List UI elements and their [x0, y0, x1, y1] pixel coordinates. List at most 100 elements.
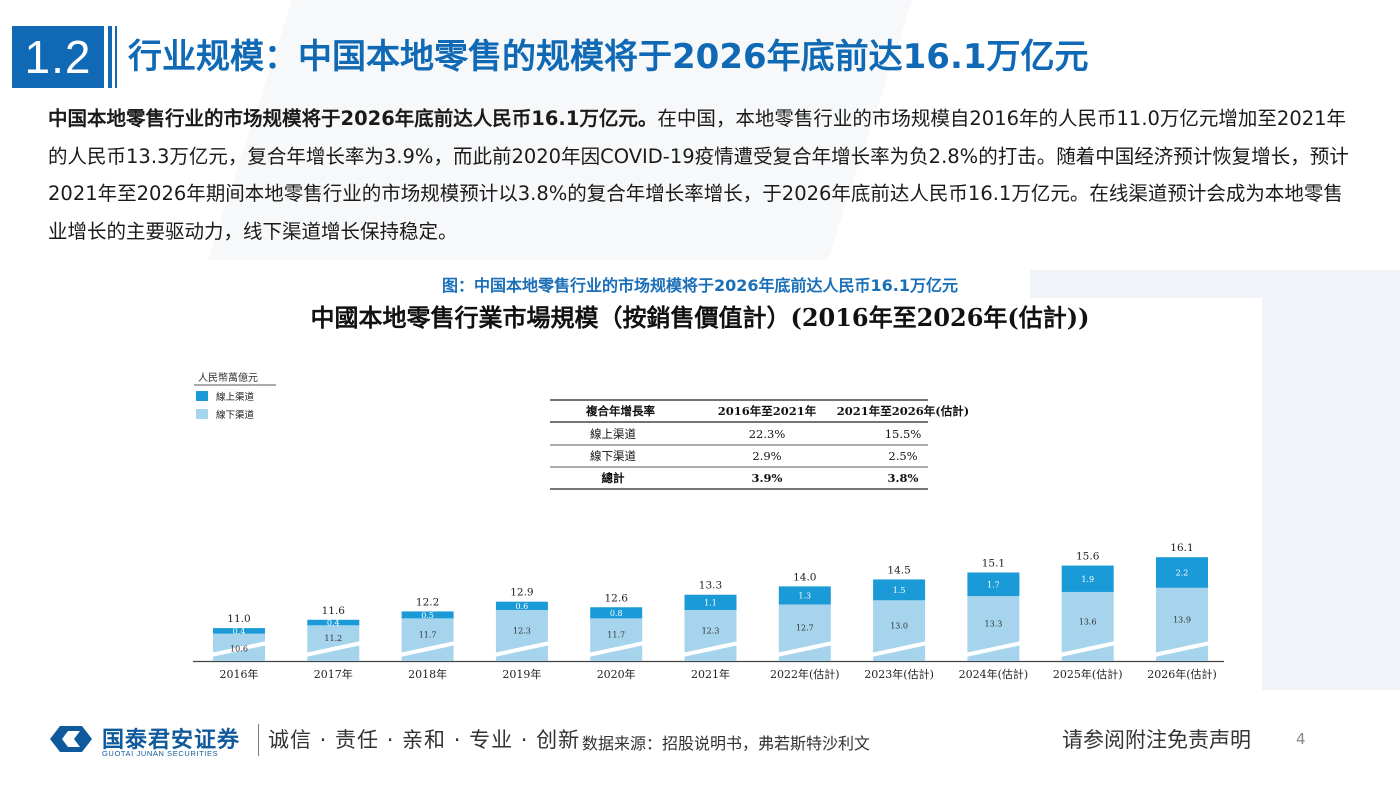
- bar-online: [213, 628, 265, 634]
- figure-caption: 图：中国本地零售行业的市场规模将于2026年底前达人民币16.1万亿元: [441, 276, 958, 295]
- bar-offline-label: 10.6: [230, 644, 248, 653]
- bar-online-label: 0.4: [233, 627, 246, 636]
- axis-break-mark: [587, 641, 645, 657]
- x-tick-label: 2023年(估計): [864, 667, 934, 681]
- slide-title: 行业规模：中国本地零售的规模将于2026年底前达16.1万亿元: [128, 37, 1089, 77]
- bar-online-label: 2.2: [1176, 569, 1189, 578]
- bar-online-label: 0.5: [421, 611, 434, 620]
- slide-header: 1.2 行业规模：中国本地零售的规模将于2026年底前达16.1万亿元: [0, 20, 1400, 94]
- axis-break-mark: [493, 641, 551, 657]
- data-source: 数据来源：招股说明书，弗若斯特沙利文: [582, 734, 871, 753]
- bar-online-label: 0.6: [516, 602, 529, 611]
- bar-offline-label: 13.3: [984, 620, 1002, 629]
- bar-total-label: 16.1: [1170, 542, 1193, 554]
- bar-total-label: 12.9: [510, 587, 533, 599]
- page-number: 4: [1296, 730, 1306, 748]
- bar-online: [1156, 557, 1208, 588]
- bar-offline-label: 12.3: [513, 627, 531, 636]
- x-tick-label: 2025年(估計): [1053, 667, 1123, 681]
- bar-online-label: 1.7: [987, 580, 1000, 589]
- bar-online: [590, 607, 643, 619]
- axis-break-mark: [210, 641, 268, 657]
- table-header-cell: 2021年至2026年(估計): [837, 404, 969, 418]
- bar-offline-label: 11.7: [419, 631, 437, 640]
- bar-online: [778, 586, 831, 605]
- table-cell: 2.9%: [752, 449, 781, 463]
- brand-name: 国泰君安证券: [102, 728, 241, 753]
- bar-online: [873, 579, 926, 601]
- table-cell: 總計: [602, 471, 625, 485]
- bar-total-label: 15.6: [1076, 551, 1100, 563]
- y-axis-unit-label: 人民幣萬億元: [198, 371, 258, 384]
- bar-online: [967, 572, 1020, 597]
- body-text: 在中国，本地零售行业的市场规模自2016年的人民币11.0万亿元增加至2021年…: [48, 107, 1349, 243]
- bar-online-label: 0.4: [327, 619, 340, 628]
- axis-break-mark: [870, 641, 928, 657]
- x-tick-label: 2016年: [220, 667, 259, 681]
- bar-online: [684, 594, 737, 611]
- x-tick-label: 2021年: [691, 667, 730, 681]
- x-tick-label: 2019年: [502, 667, 541, 681]
- bar-online: [495, 601, 548, 611]
- table-header-cell: 複合年增長率: [585, 404, 655, 418]
- x-tick-label: 2020年: [597, 667, 636, 681]
- table-cell: 3.8%: [888, 471, 919, 485]
- bar-total-label: 11.0: [227, 613, 250, 625]
- legend-label: 線上渠道: [216, 391, 255, 403]
- axis-break-mark: [1153, 641, 1211, 657]
- table-cell: 3.9%: [752, 471, 783, 485]
- brand-name-english: GUOTAI JUNAN SECURITIES: [102, 749, 219, 758]
- chart-panel: 中國本地零售行業市場規模（按銷售價值計）(2016年至2026年(估計)) 人民幣…: [138, 298, 1262, 696]
- axis-break-mark: [964, 641, 1022, 657]
- bar-online-label: 0.8: [610, 609, 623, 618]
- table-cell: 線下渠道: [590, 449, 636, 463]
- legend-swatch: [196, 391, 208, 401]
- bar-online-label: 1.5: [893, 586, 906, 595]
- table-cell: 線上渠道: [590, 427, 636, 441]
- bar-total-label: 12.6: [605, 592, 629, 604]
- legend-label: 線下渠道: [216, 409, 255, 421]
- disclaimer: 请参阅附注免责声明: [1062, 728, 1251, 752]
- bar-total-label: 13.3: [699, 580, 722, 592]
- legend-swatch: [196, 409, 208, 419]
- bar-total-label: 14.5: [887, 564, 910, 576]
- axis-break-mark: [1059, 641, 1117, 657]
- axis-break-mark: [304, 641, 362, 657]
- bar-total-label: 15.1: [982, 558, 1005, 570]
- slogan: 诚信 · 责任 · 亲和 · 专业 · 创新: [268, 728, 581, 752]
- section-divider: [108, 26, 112, 88]
- x-tick-label: 2024年(估計): [959, 667, 1029, 681]
- bar-online-label: 1.3: [798, 591, 811, 600]
- chart-title: 中國本地零售行業市場規模（按銷售價值計）(2016年至2026年(估計)): [310, 303, 1089, 332]
- bar-total-label: 12.2: [416, 596, 439, 608]
- bar-online: [1061, 565, 1114, 592]
- body-lead-bold: 中国本地零售行业的市场规模将于2026年底前达人民币16.1万亿元。: [48, 107, 658, 130]
- bar-total-label: 14.0: [793, 571, 816, 583]
- company-logo-icon: [50, 726, 92, 752]
- bar-offline-label: 13.0: [890, 622, 908, 631]
- section-number: 1.2: [12, 26, 104, 88]
- stacked-bar-chart: 中國本地零售行業市場規模（按銷售價值計）(2016年至2026年(估計)) 人民幣…: [193, 303, 1224, 681]
- bar-offline-label: 11.2: [324, 634, 342, 643]
- bar-online: [307, 619, 360, 626]
- table-header-cell: 2016年至2021年: [718, 404, 817, 418]
- x-tick-label: 2018年: [408, 667, 447, 681]
- x-tick-label: 2026年(估計): [1147, 667, 1217, 681]
- x-tick-label: 2017年: [314, 667, 353, 681]
- bar-offline-label: 13.9: [1173, 615, 1191, 624]
- footer: 国泰君安证券 GUOTAI JUNAN SECURITIES 诚信 · 责任 ·…: [0, 716, 1400, 766]
- body-paragraph: 中国本地零售行业的市场规模将于2026年底前达人民币16.1万亿元。在中国，本地…: [48, 100, 1360, 250]
- bar-total-label: 11.6: [322, 605, 346, 617]
- bar-online: [401, 611, 454, 619]
- bar-offline-label: 12.7: [796, 624, 814, 633]
- bar-offline: [307, 625, 360, 661]
- axis-break-mark: [682, 641, 739, 657]
- axis-break-mark: [399, 641, 457, 657]
- bar-offline-label: 13.6: [1079, 617, 1097, 626]
- axis-break-mark: [776, 641, 834, 657]
- section-divider: [115, 26, 117, 88]
- bar-offline-label: 11.7: [607, 631, 625, 640]
- bar-online-label: 1.1: [704, 598, 717, 607]
- table-cell: 15.5%: [885, 427, 922, 441]
- bar-online-label: 1.9: [1081, 575, 1094, 584]
